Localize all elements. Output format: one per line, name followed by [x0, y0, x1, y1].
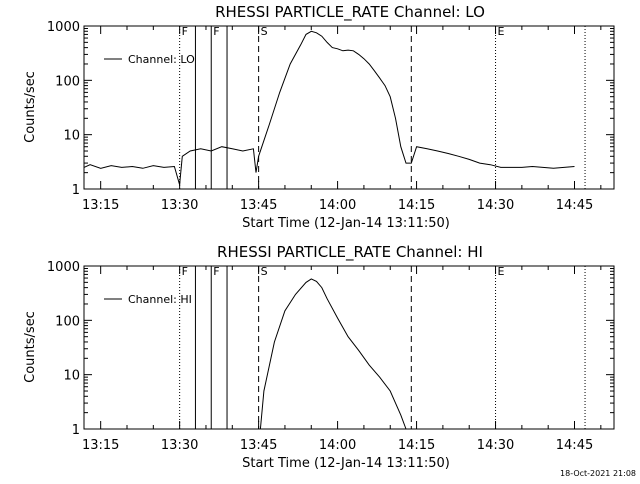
event-marker-label: E	[498, 25, 505, 38]
y-axis-label: Counts/sec	[23, 311, 38, 383]
x-tick-label: 13:45	[240, 198, 277, 213]
x-tick-label: 14:45	[556, 438, 593, 453]
series-line	[83, 30, 575, 185]
x-tick-label: 14:45	[556, 198, 593, 213]
plot-frame	[83, 265, 615, 430]
event-marker-label: F	[213, 25, 219, 38]
x-tick-label: 13:15	[82, 438, 119, 453]
series-line	[259, 278, 407, 430]
y-tick-label: 1	[72, 423, 80, 438]
y-tick-label: 1000	[47, 20, 80, 35]
y-axis-label: Counts/sec	[23, 71, 38, 143]
y-tick-label: 10	[63, 369, 80, 384]
y-tick-label: 10	[63, 129, 80, 144]
y-tick-label: 1000	[47, 260, 80, 275]
event-marker-label: S	[261, 25, 268, 38]
x-tick-label: 13:30	[161, 438, 198, 453]
chart-title: RHESSI PARTICLE_RATE Channel: HI	[217, 243, 483, 262]
x-tick-label: 14:00	[319, 438, 356, 453]
event-marker-label: E	[498, 265, 505, 278]
legend-label: Channel: LO	[128, 53, 195, 66]
event-marker-label: F	[182, 265, 188, 278]
plot-frame	[83, 25, 615, 190]
event-marker-label: F	[182, 25, 188, 38]
y-tick-label: 100	[55, 74, 80, 89]
event-marker-label: F	[213, 265, 219, 278]
event-marker-label: S	[261, 265, 268, 278]
x-tick-label: 14:15	[398, 438, 435, 453]
x-tick-label: 14:30	[477, 198, 514, 213]
x-tick-label: 14:15	[398, 198, 435, 213]
timestamp-label: 18-Oct-2021 21:08	[560, 469, 636, 478]
legend-label: Channel: HI	[128, 293, 192, 306]
x-tick-label: 14:30	[477, 438, 514, 453]
x-tick-label: 14:00	[319, 198, 356, 213]
x-tick-label: 13:45	[240, 438, 277, 453]
y-tick-label: 1	[72, 183, 80, 198]
chart-title: RHESSI PARTICLE_RATE Channel: LO	[215, 3, 485, 22]
x-tick-label: 13:15	[82, 198, 119, 213]
y-tick-label: 100	[55, 314, 80, 329]
x-tick-label: 13:30	[161, 198, 198, 213]
x-axis-label: Start Time (12-Jan-14 13:11:50)	[242, 216, 450, 231]
x-axis-label: Start Time (12-Jan-14 13:11:50)	[242, 456, 450, 471]
